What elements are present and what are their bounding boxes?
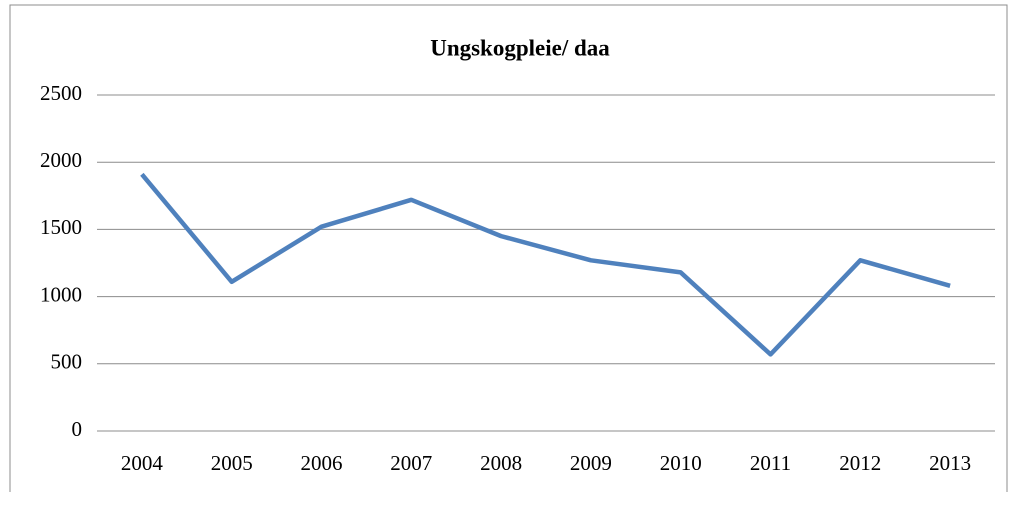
x-tick-label: 2012	[839, 451, 881, 475]
y-tick-label: 2000	[40, 148, 82, 172]
x-tick-label: 2006	[301, 451, 343, 475]
chart-title: Ungskogpleie/ daa	[430, 35, 610, 60]
y-tick-label: 1500	[40, 215, 82, 239]
y-tick-label: 1000	[40, 282, 82, 306]
x-tick-label: 2007	[390, 451, 432, 475]
x-tick-label: 2013	[929, 451, 971, 475]
y-tick-label: 2500	[40, 81, 82, 105]
x-tick-label: 2005	[211, 451, 253, 475]
x-tick-label: 2004	[121, 451, 164, 475]
line-series	[140, 172, 951, 357]
y-tick-label: 0	[72, 417, 83, 441]
x-tick-label: 2011	[750, 451, 791, 475]
x-tick-label: 2009	[570, 451, 612, 475]
chart-border	[9, 4, 1008, 492]
y-tick-label: 500	[51, 350, 83, 374]
x-tick-label: 2008	[480, 451, 522, 475]
x-tick-label: 2010	[660, 451, 702, 475]
